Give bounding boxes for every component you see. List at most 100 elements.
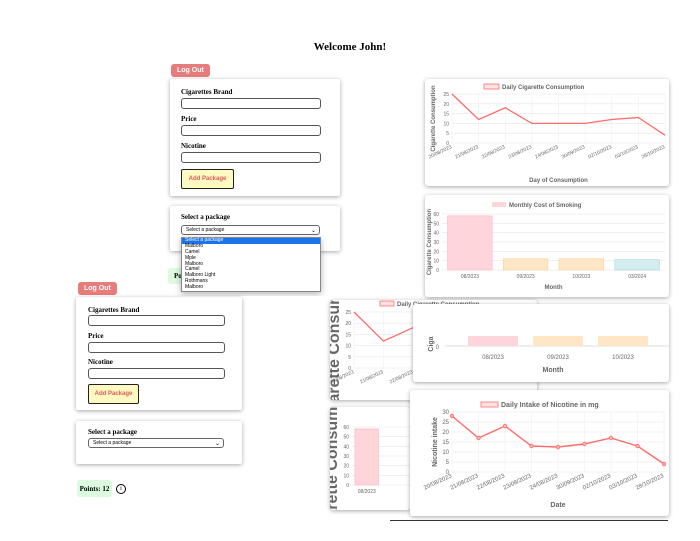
legend-swatch bbox=[483, 83, 500, 90]
logout-button[interactable]: Log Out bbox=[171, 64, 210, 77]
y-tick-label: 60 bbox=[433, 212, 439, 218]
x-tick-label: 20/08/2023 bbox=[423, 473, 453, 491]
y-tick-label: 20 bbox=[343, 464, 349, 470]
logout-button[interactable]: Log Out bbox=[78, 282, 117, 295]
nicotine-input[interactable] bbox=[181, 152, 321, 163]
y-tick-label: 10 bbox=[343, 473, 349, 479]
x-tick-label: 23/08/2023 bbox=[507, 144, 532, 160]
x-tick-label: 22/08/2023 bbox=[481, 144, 506, 160]
chart-monthly-cost-back: 0 10 20 30 40 50 60 08/2023 Cigarette Consumptio… bbox=[330, 407, 410, 510]
bar bbox=[503, 258, 549, 271]
x-tick-label: 10/2023 bbox=[572, 274, 590, 280]
divider bbox=[390, 520, 668, 521]
package-option[interactable]: Camel bbox=[185, 248, 200, 255]
y-tick-label: 25 bbox=[443, 92, 449, 98]
y-tick-label: 25 bbox=[345, 310, 351, 316]
add-package-form: Cigarettes Brand Price Nicotine Add Pack… bbox=[76, 297, 242, 410]
package-option[interactable]: Mple bbox=[185, 254, 196, 261]
x-tick-label: 02/10/2023 bbox=[582, 473, 612, 491]
select-package-label: Select a package bbox=[181, 213, 230, 221]
y-tick-label: 20 bbox=[443, 102, 449, 108]
monthly-cost-chart: 0 10 20 30 40 50 60 08/2023 09/2023 10/2023 03/202… bbox=[427, 202, 665, 291]
chart-nicotine: 0 5 10 15 20 25 30 20/08/2023 21/08/2023 22/08/20… bbox=[410, 390, 669, 516]
y-tick-label: 10 bbox=[442, 450, 449, 456]
add-package-button[interactable]: Add Package bbox=[88, 384, 139, 404]
brand-input[interactable] bbox=[88, 315, 225, 326]
chart-daily-cigarette: 0 5 10 15 20 25 20/08/2023 21/08/2023 22/08/2023… bbox=[425, 79, 669, 186]
y-tick-label: 10 bbox=[433, 259, 439, 265]
info-icon[interactable]: i bbox=[116, 484, 126, 494]
x-tick-label: 08/2023 bbox=[358, 489, 376, 495]
package-option[interactable]: Malboro bbox=[185, 242, 204, 249]
add-package-form: Cigarettes Brand Price Nicotine Add Pack… bbox=[170, 79, 340, 196]
nicotine-label: Nicotine bbox=[181, 142, 206, 150]
y-tick-label: 30 bbox=[433, 240, 439, 246]
y-tick-label: 40 bbox=[433, 231, 439, 237]
monthly-partial-chart: 0 08/2023 09/2023 10/2023 Month Ciga bbox=[428, 336, 669, 374]
y-tick-label: 5 bbox=[446, 131, 449, 137]
chart-title: Daily Intake of Nicotine in mg bbox=[501, 402, 599, 409]
nicotine-input[interactable] bbox=[88, 368, 225, 379]
monthly-cost-chart: 0 10 20 30 40 50 60 08/2023 Cigarette Consumptio… bbox=[330, 407, 410, 510]
legend-swatch bbox=[379, 300, 395, 307]
price-input[interactable] bbox=[181, 125, 321, 136]
data-point bbox=[608, 435, 614, 441]
package-option[interactable]: Select a package bbox=[182, 237, 320, 244]
y-axis-label: Nicotine intake bbox=[432, 417, 439, 467]
y-tick-label: 30 bbox=[343, 454, 349, 460]
y-tick-label: 0 bbox=[346, 483, 349, 489]
data-point bbox=[449, 413, 455, 419]
x-axis-label: Month bbox=[545, 285, 563, 291]
data-point bbox=[661, 461, 667, 467]
y-tick-label: 30 bbox=[442, 410, 449, 416]
brand-label: Cigarettes Brand bbox=[181, 88, 233, 96]
legend-swatch bbox=[480, 401, 499, 408]
add-package-button[interactable]: Add Package bbox=[181, 169, 234, 189]
x-tick-label: 09/2023 bbox=[547, 355, 569, 361]
y-tick-label: 20 bbox=[442, 430, 449, 436]
x-tick-label: 22/08/2023 bbox=[476, 473, 506, 491]
package-select-value: Select a package bbox=[93, 440, 132, 446]
points-badge: Points: 12 bbox=[77, 480, 112, 497]
package-option[interactable]: Malboro bbox=[185, 284, 204, 291]
price-input[interactable] bbox=[88, 342, 225, 353]
package-option[interactable]: Malboro Light bbox=[185, 272, 216, 279]
x-tick-label: 30/09/2023 bbox=[561, 144, 586, 160]
y-tick-label: 60 bbox=[343, 425, 349, 431]
y-tick-label: 0 bbox=[446, 470, 450, 476]
bar bbox=[614, 259, 660, 271]
x-tick-label: 24/08/2023 bbox=[529, 473, 559, 491]
x-axis-label: Date bbox=[550, 502, 565, 509]
package-option[interactable]: Camel bbox=[185, 266, 200, 273]
data-point bbox=[476, 435, 481, 441]
chart-monthly-partial: 0 08/2023 09/2023 10/2023 Month Ciga bbox=[413, 304, 669, 382]
y-axis-label: Cigarette Consumption bbox=[427, 209, 433, 276]
bar bbox=[598, 336, 648, 346]
y-tick-label: 10 bbox=[443, 121, 449, 127]
chevron-down-icon: ⌄ bbox=[214, 441, 220, 447]
y-tick-label: 0 bbox=[348, 366, 351, 372]
package-select-value: Select a package bbox=[186, 227, 225, 233]
package-option[interactable]: Malboro bbox=[185, 260, 204, 267]
x-tick-label: 08/2023 bbox=[461, 274, 479, 280]
chart-title: Monthly Cost of Smoking bbox=[509, 203, 582, 209]
y-tick-label: 5 bbox=[348, 355, 351, 361]
package-option[interactable]: Rothmans bbox=[185, 278, 208, 285]
x-tick-label: 21/08/2023 bbox=[454, 144, 479, 160]
x-tick-label: 10/2023 bbox=[612, 355, 634, 361]
y-tick-label: 20 bbox=[433, 249, 439, 255]
package-select[interactable]: Select a package ⌄ bbox=[88, 438, 224, 448]
bar bbox=[468, 336, 518, 346]
x-tick-label: 28/10/2023 bbox=[635, 473, 665, 491]
package-select[interactable]: Select a package ⌄ bbox=[181, 225, 320, 235]
x-tick-label: 22/08/2023 bbox=[389, 369, 414, 385]
bar bbox=[533, 336, 583, 346]
x-tick-label: 21/08/2023 bbox=[359, 369, 384, 385]
brand-input[interactable] bbox=[181, 98, 321, 109]
y-tick-label: 20 bbox=[345, 321, 351, 327]
select-package-label: Select a package bbox=[88, 428, 137, 436]
package-dropdown: Select a package Malboro Camel Mple Malb… bbox=[181, 237, 321, 293]
data-point bbox=[555, 444, 561, 450]
y-tick-label: 50 bbox=[343, 435, 349, 441]
data-point bbox=[635, 443, 640, 449]
